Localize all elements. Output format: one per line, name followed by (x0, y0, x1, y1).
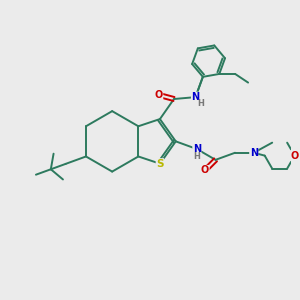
Text: H: H (194, 152, 200, 161)
Text: N: N (191, 92, 200, 102)
Text: S: S (156, 159, 164, 169)
Text: H: H (197, 99, 204, 108)
Text: O: O (290, 151, 299, 160)
Text: N: N (250, 148, 258, 158)
Text: O: O (154, 90, 163, 100)
Text: N: N (193, 144, 201, 154)
Text: O: O (201, 165, 209, 176)
